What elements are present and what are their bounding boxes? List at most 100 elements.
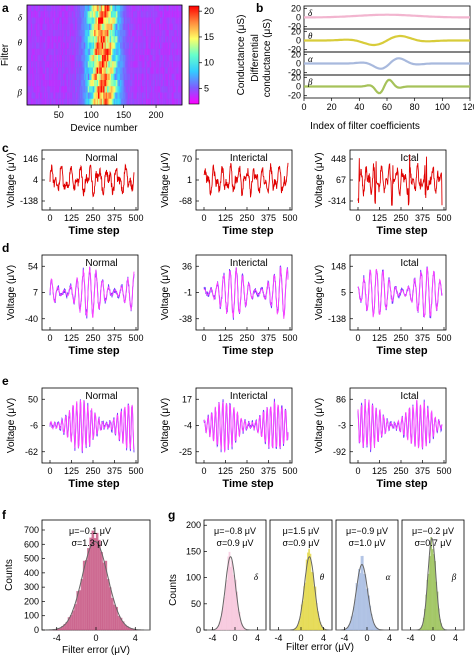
- heatmap-cell: [99, 67, 101, 75]
- heatmap-cell: [67, 86, 69, 93]
- heatmap-cell: [172, 98, 175, 106]
- heatmap-cell: [140, 61, 143, 68]
- heatmap-cell: [61, 36, 64, 43]
- signal-x-label: Time step: [376, 345, 427, 357]
- heatmap-cell: [46, 11, 48, 18]
- heatmap-cell: [47, 11, 50, 18]
- heatmap-cell: [116, 48, 118, 56]
- heatmap-cell: [170, 73, 172, 81]
- heatmap-cell: [42, 17, 45, 25]
- signal-x-tick-label: 0: [355, 213, 360, 223]
- heatmap-cell: [126, 42, 129, 50]
- heatmap-cell: [82, 86, 85, 93]
- heatmap-cell: [74, 11, 77, 18]
- heatmap-cell: [129, 61, 131, 68]
- heatmap-cell: [70, 61, 73, 68]
- heatmap-cell: [55, 86, 58, 93]
- heatmap-cell: [79, 86, 82, 93]
- heatmap-cell: [139, 30, 141, 37]
- heatmap-cell: [54, 80, 56, 87]
- heatmap-cell: [73, 98, 76, 106]
- heatmap-cell: [36, 92, 38, 100]
- heatmap-cell: [43, 23, 46, 31]
- heatmap-cell: [98, 73, 100, 81]
- heatmap-cell: [48, 30, 51, 37]
- heatmap-cell: [121, 73, 123, 81]
- heatmap-cell: [50, 48, 52, 56]
- heatmap-cell: [68, 67, 70, 75]
- heatmap-cell: [130, 42, 132, 50]
- heatmap-cell: [134, 48, 136, 56]
- heatmap-cell: [149, 55, 152, 62]
- heatmap-cell: [85, 17, 87, 25]
- heatmap-cell: [175, 11, 178, 18]
- heatmap-cell: [117, 73, 120, 81]
- heatmap-cell: [73, 67, 76, 75]
- heatmap-cell: [166, 30, 169, 37]
- heatmap-cell: [46, 73, 48, 81]
- heatmap-cell: [54, 92, 56, 100]
- heatmap-cell: [116, 5, 118, 12]
- heatmap-cell: [98, 11, 100, 18]
- heatmap-cell: [63, 23, 65, 31]
- panel-b-series-line: [304, 13, 470, 19]
- heatmap-cell: [113, 42, 116, 50]
- heatmap-cell: [169, 55, 171, 62]
- signal-x-tick-label: 375: [415, 466, 430, 476]
- heatmap-cell: [113, 5, 116, 12]
- heatmap-cell: [76, 30, 78, 37]
- heatmap-cell: [38, 11, 41, 18]
- heatmap-cell: [145, 61, 148, 68]
- heatmap-cell: [52, 92, 55, 100]
- histogram-y-tick-label: 300: [24, 582, 39, 592]
- heatmap-cell: [151, 98, 153, 106]
- heatmap-cell: [73, 17, 76, 25]
- heatmap-cell: [77, 98, 79, 106]
- heatmap-cell: [178, 30, 180, 37]
- heatmap-cell: [129, 42, 131, 50]
- heatmap-cell: [78, 11, 81, 18]
- heatmap-cell: [144, 73, 147, 81]
- heatmap-cell: [87, 17, 90, 25]
- heatmap-cell: [109, 30, 112, 37]
- heatmap-cell: [68, 17, 70, 25]
- heatmap-cell: [162, 11, 165, 18]
- heatmap-cell: [139, 17, 141, 25]
- heatmap-cell: [117, 5, 120, 12]
- heatmap-cell: [47, 73, 50, 81]
- heatmap-cell: [27, 36, 29, 43]
- heatmap-cell: [141, 11, 144, 18]
- histogram-fit-curve: [336, 563, 398, 631]
- heatmap-cell: [28, 11, 30, 18]
- heatmap-cell: [107, 11, 109, 18]
- heatmap-cell: [167, 55, 170, 62]
- heatmap-cell: [101, 80, 104, 87]
- heatmap-cell: [45, 23, 47, 31]
- heatmap-cell: [60, 73, 63, 81]
- heatmap-cell: [123, 42, 126, 50]
- heatmap-cell: [147, 61, 149, 68]
- heatmap-cell: [156, 48, 158, 56]
- heatmap-cell: [67, 67, 69, 75]
- histogram-bar: [72, 610, 75, 631]
- heatmap-cell: [94, 73, 96, 81]
- signal-y-label: Voltage (μV): [6, 152, 17, 207]
- heatmap-cell: [28, 61, 30, 68]
- heatmap-cell: [95, 73, 98, 81]
- heatmap-cell: [154, 42, 157, 50]
- heatmap-cell: [91, 48, 94, 56]
- heatmap-cell: [85, 11, 87, 18]
- heatmap-cell: [116, 92, 118, 100]
- signal-y-tick-label: 7: [33, 288, 38, 298]
- heatmap-cell: [58, 11, 60, 18]
- heatmap-cell: [72, 67, 74, 75]
- panel-letter-b: b: [256, 1, 263, 15]
- histogram-x-tick-label: -4: [340, 633, 348, 643]
- heatmap-cell: [157, 55, 160, 62]
- heatmap-cell: [179, 30, 182, 37]
- heatmap-cell: [33, 80, 36, 87]
- heatmap-cell: [112, 86, 114, 93]
- heatmap-cell: [176, 42, 179, 50]
- heatmap-cell: [67, 55, 69, 62]
